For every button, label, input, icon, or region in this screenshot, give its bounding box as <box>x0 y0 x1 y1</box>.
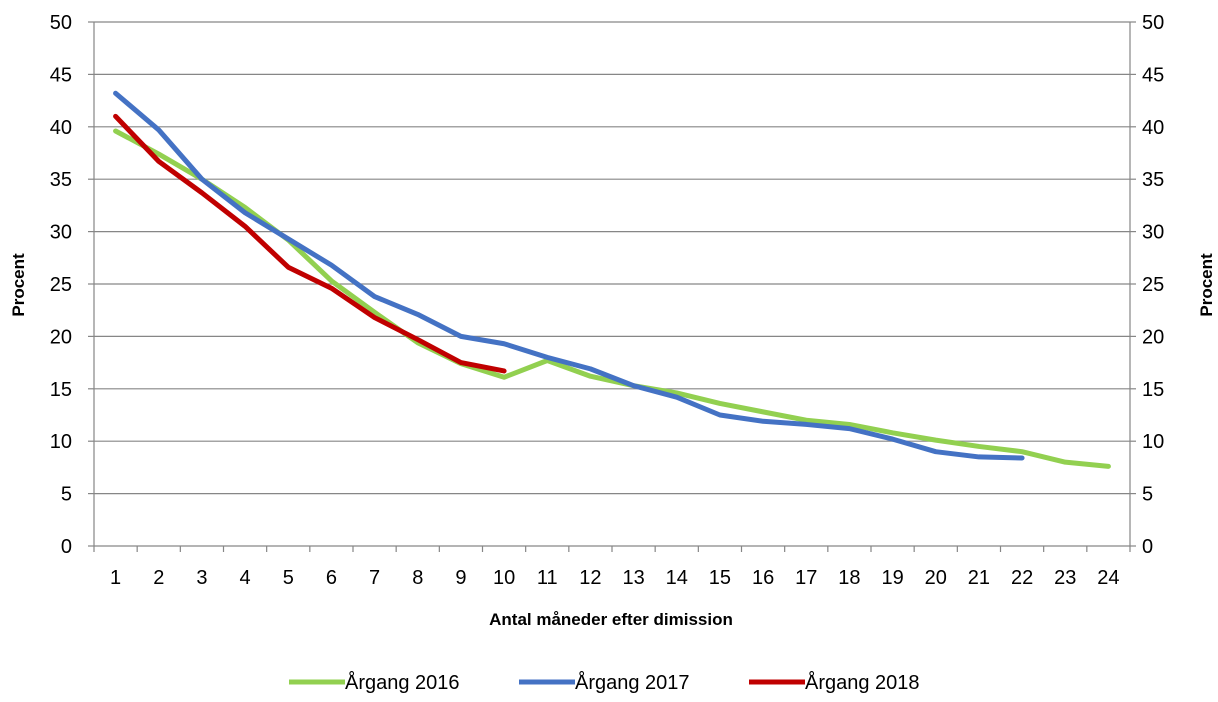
y-tick-label-left: 15 <box>50 379 72 401</box>
x-tick-labels: 1 2 3 4 5 6 7 8 9 10 11 12 13 14 15 16 17 18 19 20 21 22 23 24 <box>110 567 1120 589</box>
x-tick-label: 8 <box>412 567 423 589</box>
x-tick-label: 13 <box>622 567 644 589</box>
x-tick-label: 5 <box>283 567 294 589</box>
y-tick-label-right: 35 <box>1142 169 1164 191</box>
legend-label-2: Årgang 2017 <box>575 671 690 694</box>
x-tick-label: 6 <box>326 567 337 589</box>
y-tick-label-right: 50 <box>1142 12 1164 34</box>
x-tick-label: 1 <box>110 567 121 589</box>
x-tick-label: 20 <box>925 567 947 589</box>
series-line-2 <box>113 90 1025 461</box>
axes <box>88 21 1136 552</box>
series-line-3 <box>113 113 507 374</box>
legend: Årgang 2016 Årgang 2017 Årgang 2018 <box>289 671 920 694</box>
y-tick-label-left: 45 <box>50 64 72 86</box>
x-tick-label: 16 <box>752 567 774 589</box>
x-tick-label: 24 <box>1097 567 1119 589</box>
y-axis-title-left: Procent <box>9 253 28 317</box>
y-tick-label-right: 30 <box>1142 222 1164 244</box>
x-tick-label: 2 <box>153 567 164 589</box>
x-tick-label: 22 <box>1011 567 1033 589</box>
legend-label-1: Årgang 2016 <box>345 671 460 694</box>
y-tick-label-left: 40 <box>50 117 72 139</box>
x-tick-label: 14 <box>666 567 688 589</box>
right-y-tick-labels: 0 5 10 15 20 25 30 35 40 45 50 <box>1142 12 1164 558</box>
y-tick-label-left: 30 <box>50 222 72 244</box>
x-tick-label: 7 <box>369 567 380 589</box>
x-tick-label: 12 <box>579 567 601 589</box>
y-tick-label-right: 15 <box>1142 379 1164 401</box>
legend-label-3: Årgang 2018 <box>805 671 920 694</box>
y-tick-label-right: 45 <box>1142 64 1164 86</box>
x-tick-label: 19 <box>881 567 903 589</box>
y-tick-label-left: 25 <box>50 274 72 296</box>
x-tick-label: 4 <box>240 567 251 589</box>
y-tick-label-left: 35 <box>50 169 72 191</box>
x-tick-label: 21 <box>968 567 990 589</box>
y-tick-label-left: 50 <box>50 12 72 34</box>
y-tick-label-left: 20 <box>50 326 72 348</box>
x-tick-label: 17 <box>795 567 817 589</box>
gridlines <box>94 21 1130 495</box>
y-tick-label-left: 0 <box>61 536 72 558</box>
left-y-tick-labels: 0 5 10 15 20 25 30 35 40 45 50 <box>50 12 72 558</box>
x-tick-label: 23 <box>1054 567 1076 589</box>
y-tick-label-right: 25 <box>1142 274 1164 296</box>
y-tick-label-left: 10 <box>50 431 72 453</box>
series-line-1 <box>113 128 1111 469</box>
y-tick-label-right: 20 <box>1142 326 1164 348</box>
y-tick-label-right: 40 <box>1142 117 1164 139</box>
y-tick-label-right: 0 <box>1142 536 1153 558</box>
x-tick-label: 18 <box>838 567 860 589</box>
x-tick-label: 11 <box>537 567 558 589</box>
x-axis-title: Antal måneder efter dimission <box>489 610 733 629</box>
y-tick-label-right: 10 <box>1142 431 1164 453</box>
y-tick-label-right: 5 <box>1142 484 1153 506</box>
y-axis-title-right: Procent <box>1197 253 1216 317</box>
x-tick-label: 3 <box>196 567 207 589</box>
x-tick-label: 9 <box>455 567 466 589</box>
x-tick-label: 10 <box>493 567 515 589</box>
y-tick-label-left: 5 <box>61 484 72 506</box>
x-tick-label: 15 <box>709 567 731 589</box>
series-lines <box>113 90 1111 469</box>
